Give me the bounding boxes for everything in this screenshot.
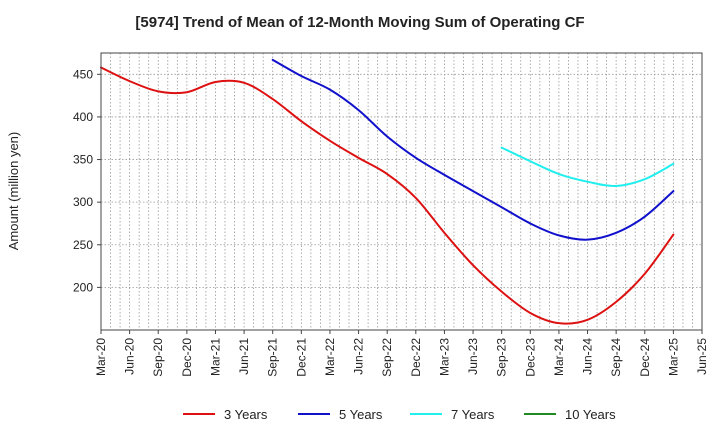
- x-tick-label: Dec-20: [180, 338, 194, 377]
- y-tick-label: 250: [73, 238, 93, 252]
- legend: 3 Years 5 Years 7 Years 10 Years: [183, 407, 616, 422]
- x-tick-label: Dec-24: [638, 338, 652, 377]
- x-tick-label: Sep-23: [495, 338, 509, 377]
- x-axis: Mar-20 Jun-20 Sep-20 Dec-20 Mar-21 Jun-21 Sep-…: [94, 330, 709, 377]
- x-tick-label: Dec-22: [409, 338, 423, 377]
- plot-frame: [100, 52, 703, 331]
- x-tick-label: Mar-20: [94, 338, 108, 376]
- legend-label-7-years: 7 Years: [451, 407, 495, 422]
- x-tick-label: Sep-20: [151, 338, 165, 377]
- y-tick-label: 400: [73, 110, 93, 124]
- x-tick-label: Mar-25: [666, 338, 680, 376]
- series-line-7-years: [500, 146, 675, 187]
- chart-title: [5974] Trend of Mean of 12-Month Moving …: [135, 14, 585, 31]
- y-tick-label: 450: [73, 67, 93, 81]
- series-line-5-years: [271, 58, 675, 241]
- x-tick-label: Jun-25: [695, 338, 709, 375]
- x-tick-label: Jun-21: [237, 338, 251, 375]
- x-tick-label: Dec-21: [294, 338, 308, 377]
- x-tick-label: Mar-23: [437, 338, 451, 376]
- x-tick-label: Mar-24: [552, 338, 566, 376]
- legend-label-3-years: 3 Years: [224, 407, 268, 422]
- x-tick-label: Sep-21: [266, 338, 280, 377]
- legend-label-5-years: 5 Years: [339, 407, 383, 422]
- x-tick-label: Mar-22: [323, 338, 337, 376]
- grid-layer: [101, 53, 702, 330]
- x-tick-label: Mar-21: [208, 338, 222, 376]
- x-tick-label: Sep-24: [609, 338, 623, 377]
- series-line-3-years: [100, 66, 675, 325]
- series-layer: [100, 58, 675, 325]
- y-axis: 200 250 300 350 400 450: [73, 67, 101, 294]
- y-tick-label: 300: [73, 195, 93, 209]
- y-axis-label: Amount (million yen): [6, 132, 21, 251]
- legend-label-10-years: 10 Years: [565, 407, 616, 422]
- x-tick-label: Jun-22: [352, 338, 366, 375]
- x-tick-label: Jun-20: [123, 338, 137, 375]
- y-tick-label: 200: [73, 280, 93, 294]
- x-tick-label: Dec-23: [523, 338, 537, 377]
- x-tick-label: Jun-23: [466, 338, 480, 375]
- x-tick-label: Jun-24: [581, 338, 595, 375]
- y-tick-label: 350: [73, 153, 93, 167]
- x-tick-label: Sep-22: [380, 338, 394, 377]
